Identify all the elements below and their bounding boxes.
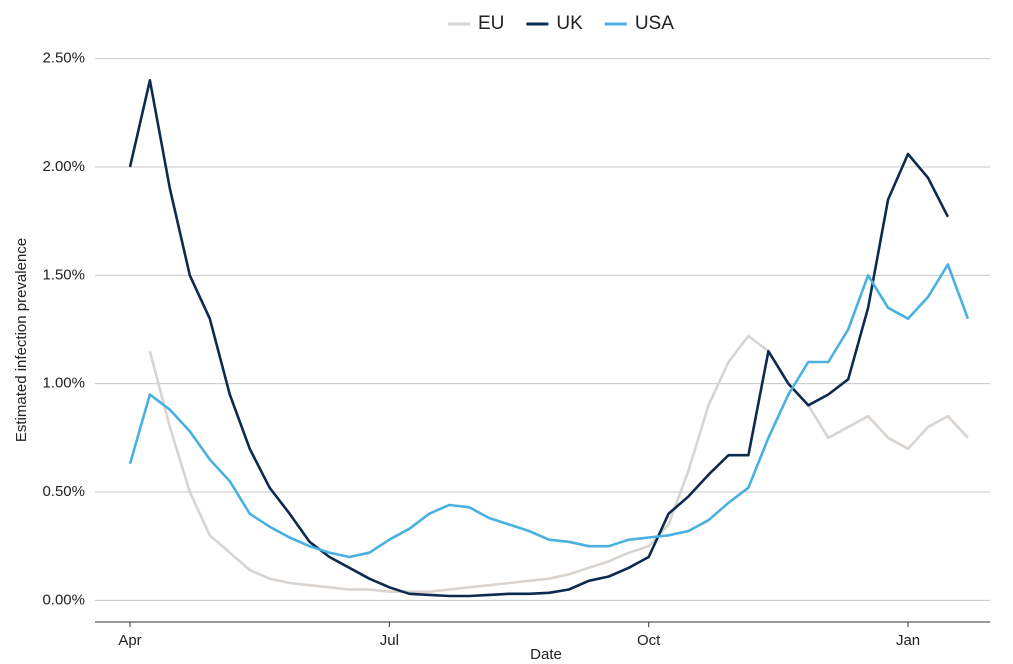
series-line <box>128 263 970 559</box>
legend-label: UK <box>556 13 583 34</box>
x-tick-label: Oct <box>637 632 661 649</box>
series-line <box>148 334 969 593</box>
x-tick-label: Apr <box>118 632 141 649</box>
legend-label: EU <box>478 13 504 34</box>
y-axis-label: Estimated infection prevalence <box>13 238 30 442</box>
y-tick-label: 0.50% <box>42 483 85 500</box>
legend-label: USA <box>635 13 674 34</box>
x-tick-label: Jan <box>896 632 920 649</box>
y-tick-label: 0.00% <box>42 591 85 608</box>
x-axis-label: Date <box>530 646 562 663</box>
y-tick-label: 1.50% <box>42 266 85 283</box>
series-line <box>128 79 950 598</box>
y-tick-label: 1.00% <box>42 375 85 392</box>
y-tick-label: 2.00% <box>42 158 85 175</box>
y-tick-label: 2.50% <box>42 50 85 67</box>
x-tick-label: Jul <box>380 632 399 649</box>
